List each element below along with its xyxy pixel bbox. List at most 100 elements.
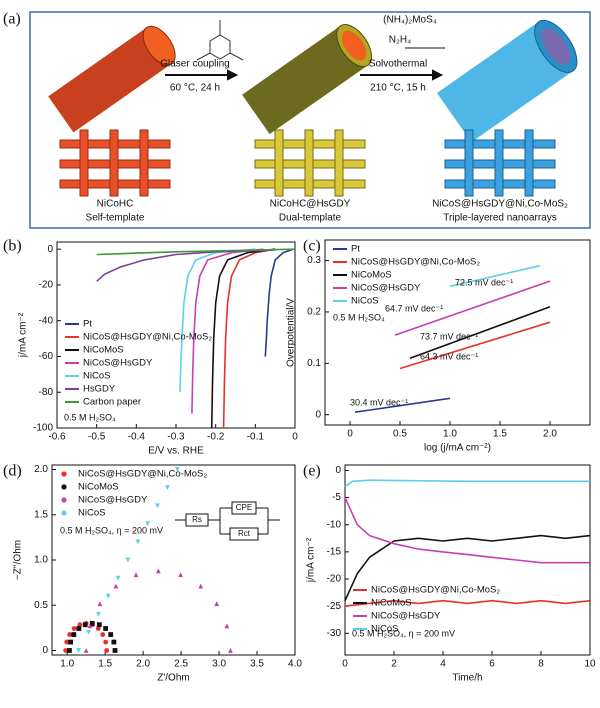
series-line — [96, 248, 296, 256]
point — [135, 539, 141, 545]
cylinder-olive — [242, 24, 373, 135]
annotation: 0.5 M H₂SO₄ — [64, 412, 116, 422]
stage-name: NiCoHC@HsGDY — [270, 199, 351, 210]
series-line — [264, 248, 294, 357]
legend-swatch — [61, 510, 67, 516]
y-tick-label: 0 — [42, 645, 48, 656]
point — [76, 648, 81, 653]
legend-label: Pt — [351, 244, 360, 255]
point — [108, 632, 114, 637]
point — [83, 648, 89, 653]
annotation: 30.4 mV dec⁻¹ — [350, 397, 408, 407]
point — [103, 639, 109, 645]
series-line — [191, 248, 264, 414]
y-tick-label: -25 — [327, 601, 342, 612]
plot-frame — [324, 239, 591, 426]
point — [86, 629, 91, 635]
resistor — [229, 527, 259, 541]
legend-label: NiCoMoS — [78, 482, 119, 493]
y-axis-label: j/mA cm⁻² — [306, 537, 317, 583]
molecule — [196, 20, 244, 61]
x-tick-label: -0.5 — [88, 432, 106, 443]
stage-role: Triple-layered nanoarrays — [443, 213, 557, 224]
y-tick-label: 0 — [47, 244, 53, 255]
x-tick-label: 1.5 — [493, 429, 507, 440]
point — [76, 626, 82, 631]
legend-label: NiCoMoS — [371, 598, 412, 609]
legend-swatch — [61, 497, 67, 503]
legend-swatch — [61, 484, 67, 490]
annotation: 0.5 M H₂SO₄, η = 200 mV — [352, 628, 455, 638]
legend-label: NiCoS@HsGDY — [351, 283, 421, 294]
point — [64, 639, 70, 645]
inset-label: Rs — [192, 515, 202, 524]
panel-label: (e) — [303, 463, 321, 480]
point — [165, 485, 170, 491]
x-tick-label: 2.5 — [174, 659, 188, 670]
panel-a: (a) — [3, 11, 591, 229]
y-tick-label: -10 — [327, 519, 342, 530]
series-line — [210, 248, 276, 429]
x-axis-label: log (j/mA cm⁻²) — [424, 443, 491, 454]
legend-label: NiCoS@HsGDY — [371, 611, 441, 622]
point — [89, 620, 95, 626]
panel-frame — [29, 11, 591, 229]
reagent: (NH₄)₂MoS₄ — [383, 15, 437, 26]
stage-role: Self-template — [86, 213, 145, 224]
x-tick-label: -0.6 — [48, 432, 66, 443]
legend-label: NiCoS@HsGDY — [78, 495, 148, 506]
point — [71, 626, 77, 631]
y-tick-label: 0.5 — [34, 600, 48, 611]
x-tick-label: 4.0 — [288, 659, 302, 670]
point — [214, 601, 220, 607]
lattices — [59, 129, 556, 197]
y-tick-label: -5 — [332, 492, 341, 503]
annotation: 72.5 mV dec⁻¹ — [455, 277, 513, 287]
y-tick-label: 0.1 — [307, 358, 321, 369]
step-text: 60 °C, 24 h — [170, 83, 220, 94]
series-line — [449, 264, 541, 288]
legend-swatch — [61, 471, 67, 477]
y-tick-label: 2.0 — [34, 464, 48, 475]
x-tick-label: 2 — [391, 659, 397, 670]
x-tick-label: 2.0 — [543, 429, 557, 440]
y-tick-label: -100 — [33, 423, 53, 434]
legend-label: NiCoS@HsGDY@Ni,Co-MoS₂ — [351, 257, 480, 268]
step-text: 210 °C, 15 h — [370, 83, 426, 94]
legend-label: NiCoMoS — [83, 345, 124, 356]
series-line — [344, 497, 590, 564]
point — [228, 648, 233, 653]
plot-frame — [344, 464, 591, 656]
y-tick-label: -15 — [327, 546, 342, 557]
circuit-wire — [175, 507, 280, 535]
x-tick-label: 1.0 — [443, 429, 457, 440]
y-axis-label: Overpotential/V — [286, 298, 297, 367]
point — [133, 572, 139, 578]
point — [113, 583, 119, 589]
x-tick-label: -0.4 — [128, 432, 146, 443]
point — [68, 639, 74, 645]
point — [67, 632, 73, 637]
x-tick-label: 2.0 — [136, 659, 150, 670]
x-tick-label: -0.3 — [167, 432, 185, 443]
x-tick-label: 0 — [342, 659, 348, 670]
annotation: 0.5 M H₂SO₄, η = 200 mV — [60, 525, 163, 535]
stage-name: NiCoS@HsGDY@Ni,Co-MoS₂ — [432, 199, 568, 210]
x-tick-label: 3.0 — [212, 659, 226, 670]
series-line — [344, 534, 591, 602]
panel-label: (b) — [3, 238, 22, 255]
x-tick-label: 1.5 — [98, 659, 112, 670]
x-tick-label: 3.5 — [250, 659, 264, 670]
reagent: N₂H₄ — [389, 35, 411, 46]
resistor — [185, 513, 209, 527]
point — [174, 467, 180, 472]
legend-label: NiCoMoS — [351, 270, 392, 281]
legend-label: NiCoS — [83, 371, 110, 382]
series-line — [354, 397, 451, 413]
panel-label: (c) — [303, 238, 321, 255]
point — [155, 503, 160, 509]
x-tick-label: 0 — [347, 429, 353, 440]
y-tick-label: -60 — [39, 351, 54, 362]
annotation: 64.7 mV dec⁻¹ — [385, 303, 443, 313]
point — [103, 626, 109, 631]
